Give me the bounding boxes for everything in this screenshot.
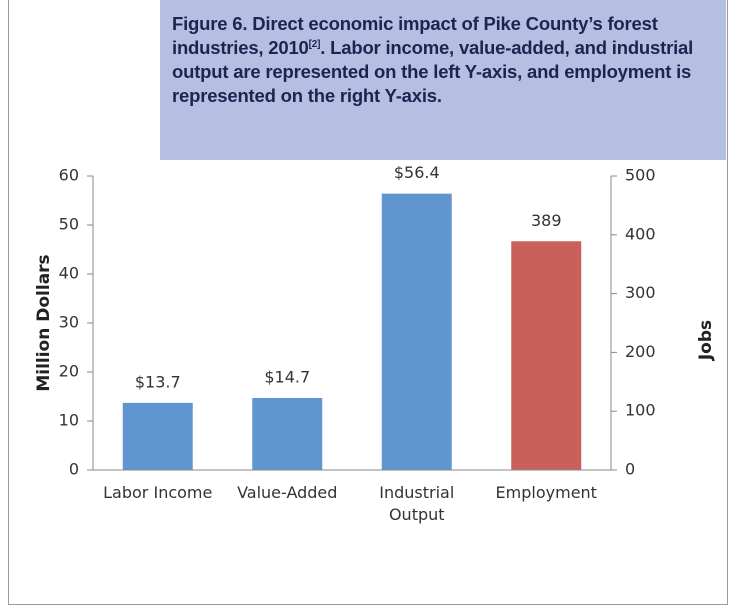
bar <box>122 402 193 470</box>
y-tick-label: 50 <box>59 215 79 234</box>
y2-tick-label: 300 <box>625 283 656 302</box>
y2-tick-label: 0 <box>625 460 635 479</box>
caption-ref: [2] <box>308 39 321 50</box>
y-tick-label: 10 <box>59 411 79 430</box>
caption: Figure 6. Direct economic impact of Pike… <box>172 13 658 58</box>
data-label: $56.4 <box>394 163 440 182</box>
data-label: $14.7 <box>264 367 310 386</box>
chart-frame <box>8 0 728 605</box>
bar <box>511 241 582 470</box>
bar <box>252 397 323 470</box>
y-tick-label: 30 <box>59 313 79 332</box>
y-tick-label: 20 <box>59 362 79 381</box>
y-tick-label: 40 <box>59 264 79 283</box>
data-label: 389 <box>531 211 562 230</box>
y2-tick-label: 200 <box>625 342 656 361</box>
x-tick-label: Value-Added <box>237 483 338 502</box>
data-label: $13.7 <box>135 372 181 391</box>
y2-tick-label: 100 <box>625 401 656 420</box>
x-tick-label: Industrial Output <box>379 483 455 524</box>
caption: . Labor income, value-added, and industr… <box>172 37 694 106</box>
y-tick-label: 60 <box>59 166 79 185</box>
y2-axis-label: Jobs <box>696 320 716 361</box>
caption-box: Figure 6. Direct economic impact of Pike… <box>160 0 726 160</box>
bar <box>381 193 452 470</box>
y2-tick-label: 500 <box>625 166 656 185</box>
x-tick-label: Employment <box>495 483 597 502</box>
x-tick-label: Labor Income <box>103 483 213 502</box>
y-axis-label: Million Dollars <box>34 254 54 391</box>
y-tick-label: 0 <box>69 460 79 479</box>
y2-tick-label: 400 <box>625 224 656 243</box>
